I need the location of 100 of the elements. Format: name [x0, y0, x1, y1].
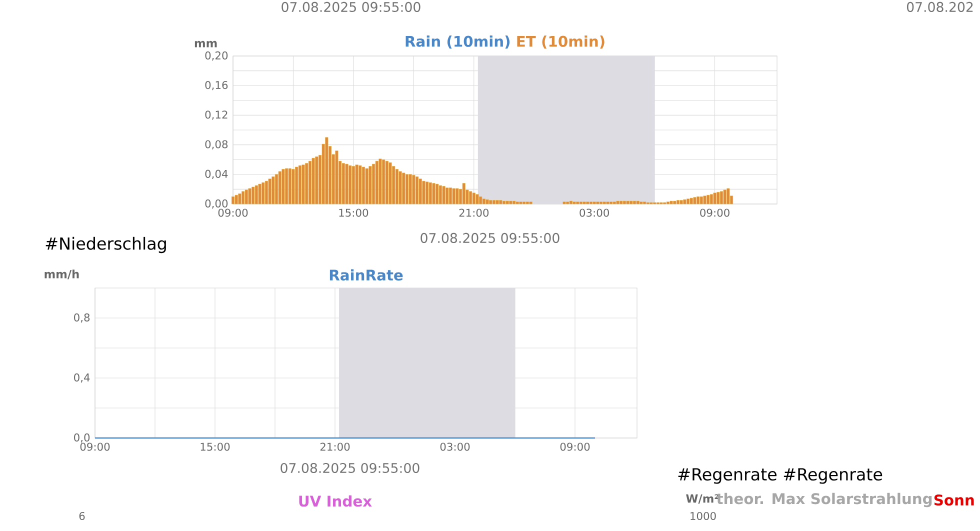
bar — [496, 200, 499, 204]
bar — [610, 202, 613, 204]
bar — [693, 197, 696, 204]
bar — [362, 166, 366, 204]
bar — [673, 200, 676, 204]
bar — [509, 200, 512, 204]
bar — [375, 160, 378, 204]
bar — [569, 200, 572, 204]
bar — [512, 200, 516, 204]
bar — [696, 196, 700, 204]
bar — [418, 178, 422, 204]
bar — [422, 180, 426, 204]
bar — [706, 194, 710, 204]
legend-label: Rain (10min) — [406, 36, 510, 49]
text: RainRate — [330, 269, 403, 281]
bar — [572, 202, 576, 204]
bar — [295, 166, 298, 204]
bar — [643, 202, 646, 204]
bar — [302, 164, 305, 204]
bar — [476, 194, 479, 204]
bar — [606, 202, 610, 204]
bar — [562, 202, 566, 204]
text: 07.08.2025 09:55:00 — [282, 2, 420, 12]
x-tick-label: 21:00 — [320, 442, 350, 451]
y-tick-label: 0,04 — [205, 170, 228, 179]
bar — [720, 191, 723, 204]
bar — [686, 198, 690, 204]
bar — [438, 185, 442, 204]
bar — [446, 188, 449, 204]
bar — [526, 202, 529, 204]
bar — [522, 202, 526, 204]
bar — [703, 196, 706, 204]
text: #Regenrate #Regenrate — [678, 468, 882, 484]
bar — [342, 163, 345, 204]
bar — [492, 200, 496, 204]
bar — [602, 202, 606, 204]
bar — [282, 169, 285, 204]
bar — [596, 202, 600, 204]
bar — [268, 178, 272, 204]
bar — [579, 202, 582, 204]
bar — [402, 172, 406, 204]
bar — [272, 176, 275, 204]
bar — [352, 166, 355, 204]
bar — [612, 202, 616, 204]
y-tick-label: 0,00 — [205, 199, 228, 209]
y-tick-label: 0,16 — [205, 81, 228, 90]
bar — [632, 200, 636, 204]
bar — [365, 168, 368, 204]
bar — [630, 200, 633, 204]
bar — [242, 191, 245, 204]
bar — [683, 199, 686, 204]
bar — [616, 200, 620, 204]
bar — [234, 194, 238, 204]
x-tick-label: 09:00 — [700, 208, 730, 217]
text: W/m² — [686, 494, 718, 504]
y-tick-label: 0,08 — [205, 140, 228, 150]
bar — [529, 202, 532, 204]
x-tick-label: 09:00 — [218, 208, 248, 217]
bar — [248, 188, 252, 204]
bar — [244, 190, 248, 204]
bar — [358, 165, 362, 204]
x-tick-label: 09:00 — [560, 442, 590, 451]
bar — [680, 200, 683, 204]
bar — [670, 200, 673, 204]
bar — [335, 150, 338, 204]
bar — [519, 202, 522, 204]
bar — [566, 202, 570, 204]
y-tick-label: 0,4 — [74, 373, 90, 383]
bar — [479, 196, 482, 204]
bar — [348, 165, 352, 204]
y-axis-title: mm — [194, 40, 217, 48]
y-tick-label: 0,12 — [205, 110, 228, 120]
bar — [252, 186, 255, 204]
bar — [274, 174, 278, 204]
bar — [442, 186, 446, 204]
bar — [448, 188, 452, 204]
x-tick-label: 15:00 — [200, 442, 230, 451]
bar — [640, 202, 643, 204]
text: 07.08.202 — [906, 2, 973, 12]
bar — [262, 182, 265, 204]
bar — [278, 171, 282, 204]
bar — [298, 165, 302, 204]
y-tick-label: 0,0 — [74, 433, 90, 443]
bar — [308, 160, 312, 204]
bar — [676, 200, 680, 204]
bar — [716, 192, 720, 204]
y-tick-label: 0,20 — [205, 51, 228, 61]
bar — [582, 202, 586, 204]
bar — [405, 174, 409, 204]
text: ET (10min) — [517, 36, 604, 49]
bar — [368, 166, 372, 204]
bar — [288, 168, 292, 204]
bar — [502, 200, 506, 204]
x-tick-label: 21:00 — [459, 208, 489, 217]
y-tick-label: 0,8 — [74, 313, 90, 323]
bar — [710, 194, 713, 204]
bar — [586, 202, 590, 204]
bar — [412, 174, 416, 204]
text: 07.08.2025 09:55:00 — [280, 462, 420, 474]
bar — [355, 164, 358, 204]
